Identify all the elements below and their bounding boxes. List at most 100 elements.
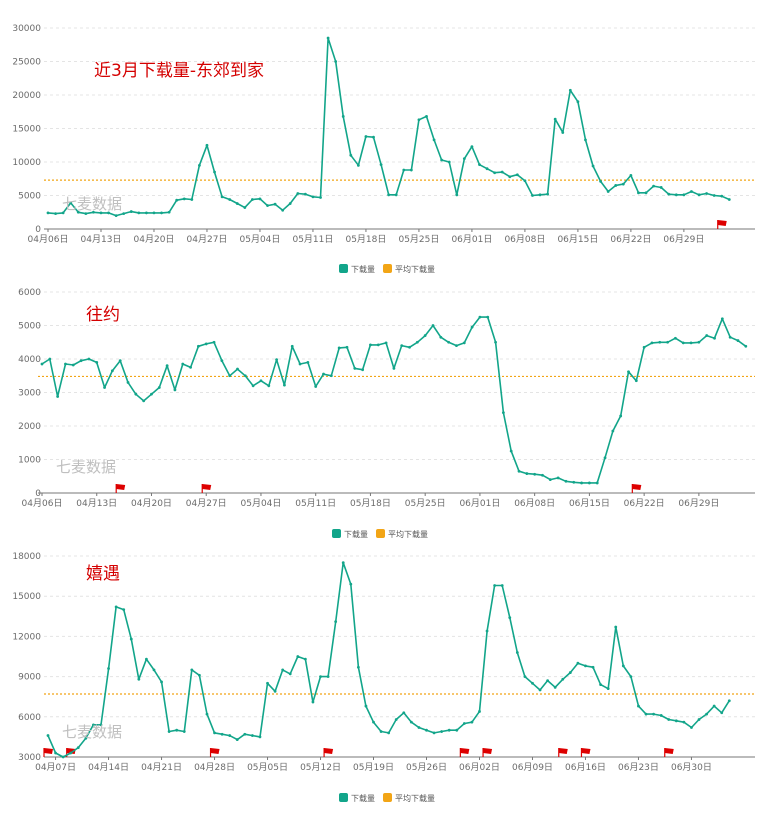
chart-3-legend-series-label[interactable]: 下载量: [351, 793, 375, 803]
chart-3-data-point[interactable]: [697, 718, 701, 721]
chart-1-data-point[interactable]: [145, 211, 148, 215]
chart-3-data-point[interactable]: [508, 616, 512, 620]
chart-3-data-point[interactable]: [470, 720, 474, 724]
chart-2-data-point[interactable]: [103, 386, 106, 389]
chart-2-legend-avg-swatch[interactable]: [376, 529, 385, 538]
chart-1-legend-avg-label[interactable]: 平均下载量: [395, 264, 435, 274]
chart-3-data-point[interactable]: [629, 675, 633, 678]
chart-3-data-point[interactable]: [341, 561, 345, 565]
chart-1-data-point[interactable]: [281, 208, 285, 212]
chart-2-data-point[interactable]: [220, 359, 224, 363]
chart-3-flag-marker[interactable]: [43, 748, 53, 757]
chart-1-data-point[interactable]: [727, 198, 731, 201]
chart-1-data-point[interactable]: [523, 179, 527, 183]
chart-2-data-point[interactable]: [189, 365, 192, 369]
chart-3-flag-marker[interactable]: [459, 748, 470, 757]
chart-3-data-point[interactable]: [349, 582, 353, 586]
chart-2-data-point[interactable]: [494, 340, 497, 344]
chart-2-data-point[interactable]: [157, 386, 161, 389]
chart-1-data-point[interactable]: [76, 210, 80, 214]
chart-1-data-point[interactable]: [84, 212, 88, 215]
chart-1-data-point[interactable]: [107, 211, 110, 215]
chart-2-data-point[interactable]: [642, 345, 646, 349]
chart-3-flag-marker[interactable]: [558, 748, 568, 757]
chart-1-data-point[interactable]: [61, 211, 65, 215]
chart-1-data-point[interactable]: [92, 210, 95, 214]
chart-3-data-point[interactable]: [561, 677, 565, 681]
chart-2-data-point[interactable]: [470, 325, 474, 329]
chart-2-data-point[interactable]: [173, 388, 177, 392]
chart-3-data-point[interactable]: [46, 734, 50, 737]
chart-1-data-point[interactable]: [652, 184, 655, 188]
chart-1-data-point[interactable]: [447, 160, 451, 164]
chart-2-data-point[interactable]: [681, 341, 685, 345]
chart-2-legend-series-swatch[interactable]: [332, 529, 341, 538]
chart-2-data-point[interactable]: [283, 383, 286, 387]
chart-3-data-point[interactable]: [402, 711, 406, 715]
chart-1-data-point[interactable]: [591, 164, 595, 168]
chart-3-data-point[interactable]: [568, 671, 572, 674]
chart-3-data-point[interactable]: [523, 675, 527, 678]
chart-3-data-point[interactable]: [303, 657, 307, 661]
chart-1-data-point[interactable]: [311, 195, 315, 199]
chart-1-data-point[interactable]: [682, 193, 686, 197]
chart-3-data-point[interactable]: [553, 685, 557, 689]
chart-1-data-point[interactable]: [409, 168, 413, 172]
chart-3-data-point[interactable]: [478, 710, 481, 713]
chart-2-data-point[interactable]: [197, 344, 200, 348]
chart-2-data-point[interactable]: [110, 369, 114, 373]
chart-1-data-point[interactable]: [462, 157, 466, 161]
chart-3-data-point[interactable]: [417, 726, 421, 729]
chart-2-data-point[interactable]: [48, 357, 52, 361]
chart-1-data-point[interactable]: [303, 192, 307, 196]
chart-3-data-point[interactable]: [319, 675, 322, 678]
chart-2-data-point[interactable]: [40, 362, 44, 366]
chart-1-data-point[interactable]: [599, 180, 603, 183]
chart-3-data-point[interactable]: [606, 687, 610, 691]
chart-1-legend-series-label[interactable]: 下载量: [351, 264, 375, 274]
chart-1-data-point[interactable]: [485, 167, 489, 171]
chart-3-data-point[interactable]: [705, 712, 708, 716]
chart-2-data-point[interactable]: [392, 366, 396, 370]
chart-2-data-point[interactable]: [611, 429, 615, 433]
chart-2-data-point[interactable]: [462, 341, 466, 345]
chart-1-data-point[interactable]: [720, 194, 724, 198]
chart-1-data-point[interactable]: [712, 194, 716, 197]
chart-2-data-point[interactable]: [556, 476, 560, 480]
chart-2-data-point[interactable]: [572, 480, 576, 484]
chart-2-data-point[interactable]: [603, 456, 607, 460]
chart-1-data-point[interactable]: [364, 135, 368, 138]
chart-1-data-point[interactable]: [644, 191, 648, 195]
chart-2-data-point[interactable]: [79, 359, 83, 363]
chart-1-data-point[interactable]: [470, 145, 474, 148]
chart-1-data-point[interactable]: [273, 202, 277, 206]
chart-2-data-point[interactable]: [134, 392, 138, 396]
chart-2-data-point[interactable]: [415, 340, 419, 344]
chart-3-data-point[interactable]: [273, 689, 277, 693]
chart-2-data-point[interactable]: [376, 343, 380, 347]
chart-2-data-point[interactable]: [64, 362, 67, 366]
chart-1-data-point[interactable]: [538, 193, 542, 197]
chart-3-data-point[interactable]: [659, 714, 663, 717]
chart-1-data-point[interactable]: [493, 171, 497, 175]
chart-3-data-point[interactable]: [356, 665, 360, 669]
chart-3-data-point[interactable]: [137, 677, 141, 681]
chart-3-data-point[interactable]: [175, 728, 179, 732]
chart-3-data-point[interactable]: [644, 712, 648, 716]
chart-3-data-point[interactable]: [198, 673, 201, 677]
chart-3-data-point[interactable]: [364, 704, 368, 708]
chart-3-data-point[interactable]: [167, 730, 171, 733]
chart-1-data-point[interactable]: [46, 211, 50, 215]
chart-3-data-point[interactable]: [281, 668, 285, 672]
chart-1-data-point[interactable]: [326, 36, 330, 40]
chart-1-data-point[interactable]: [629, 174, 633, 177]
chart-3-data-point[interactable]: [122, 608, 126, 611]
chart-2-data-point[interactable]: [306, 360, 310, 364]
chart-2-flag-marker[interactable]: [631, 484, 642, 493]
chart-1-data-point[interactable]: [228, 198, 232, 201]
chart-3-data-point[interactable]: [228, 734, 232, 737]
chart-1-data-point[interactable]: [478, 163, 481, 167]
chart-1-data-point[interactable]: [205, 143, 209, 147]
chart-3-data-point[interactable]: [288, 672, 292, 676]
chart-2-data-point[interactable]: [361, 368, 365, 372]
